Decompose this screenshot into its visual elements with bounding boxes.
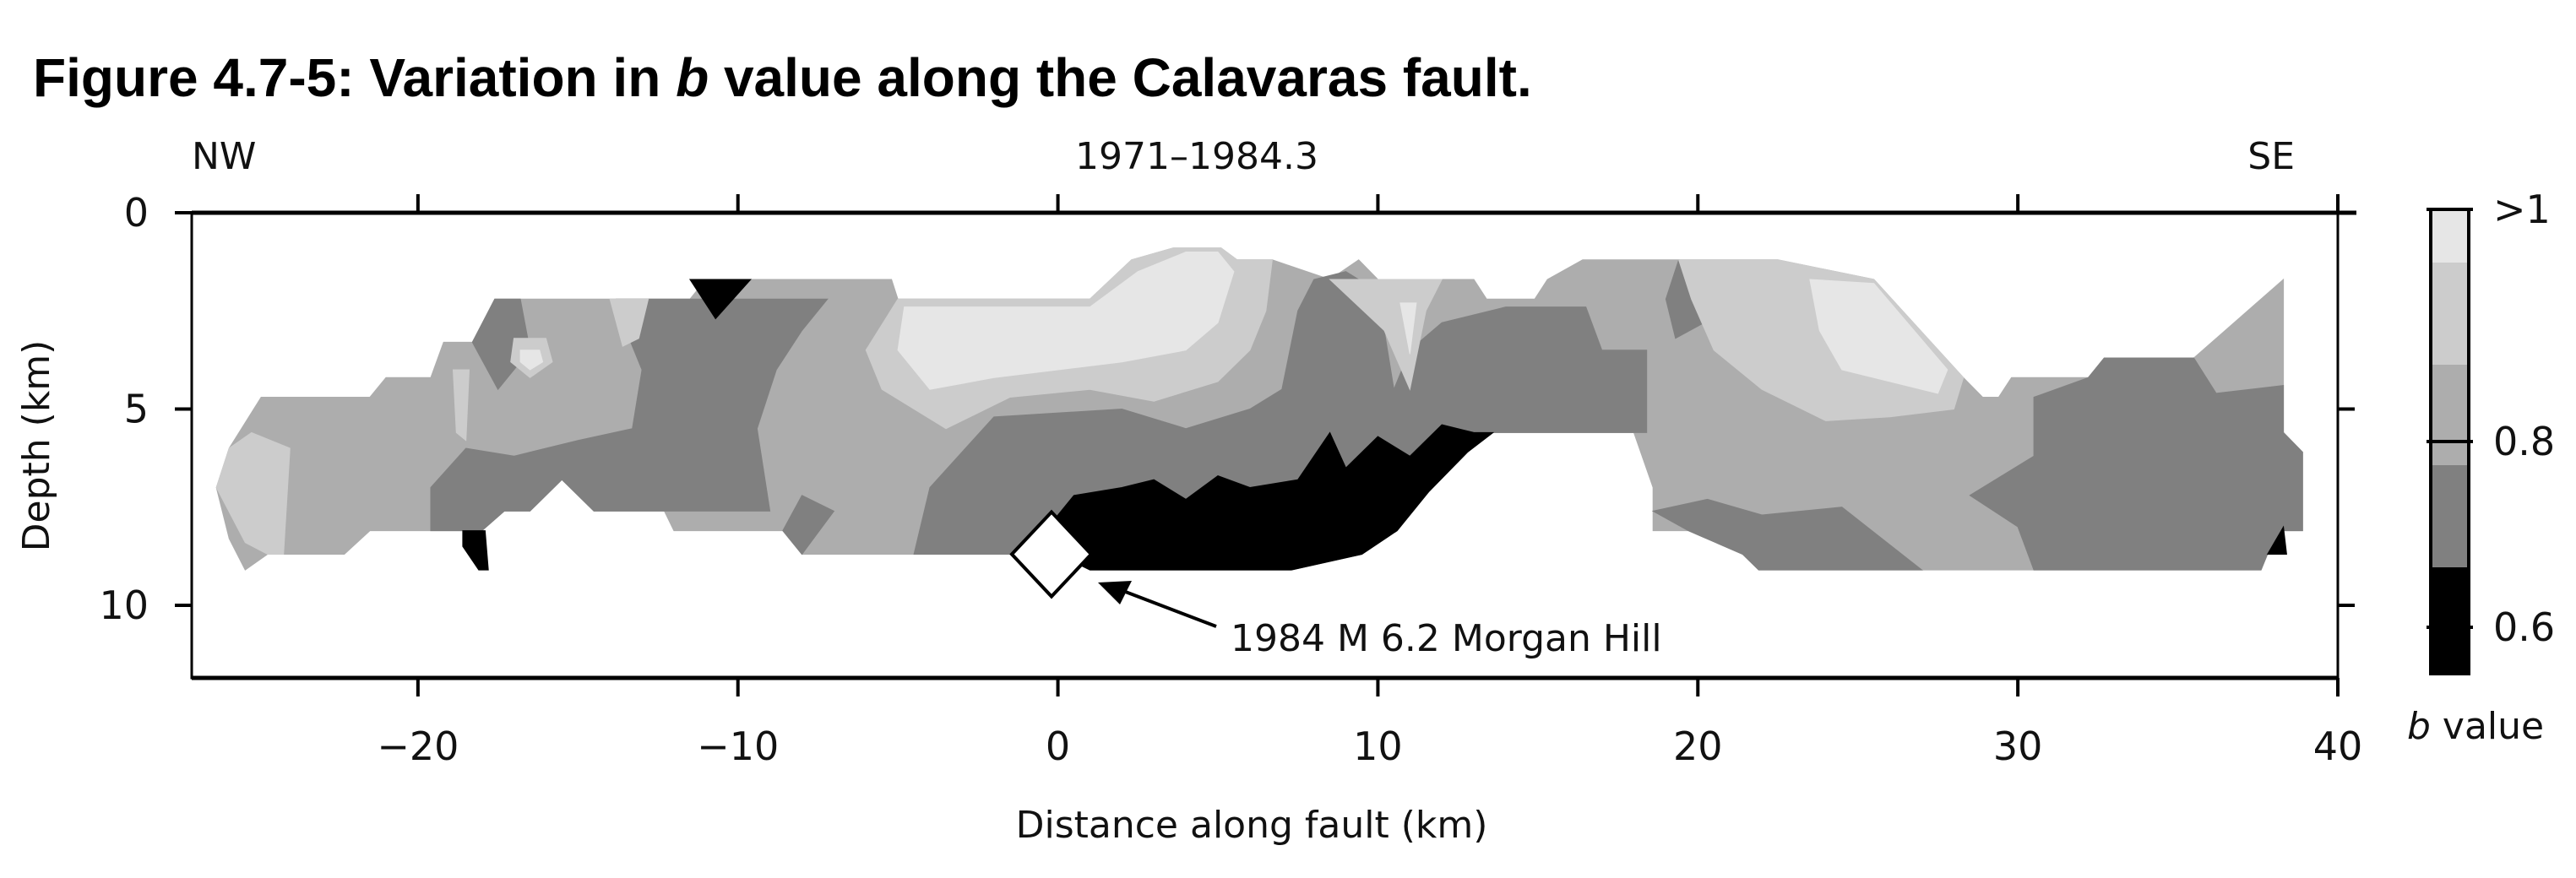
colorbar-swatch	[2431, 365, 2469, 465]
events: 1984 M 6.2 Morgan Hill	[1009, 509, 1662, 660]
contour-region	[1969, 357, 2303, 571]
x-tick-label: 10	[1353, 724, 1403, 769]
colorbar: >1 0.8 0.6	[2427, 187, 2555, 675]
event-label: 1984 M 6.2 Morgan Hill	[1231, 617, 1662, 660]
x-tick-label: 30	[1993, 724, 2043, 769]
x-tick-label: −10	[697, 724, 779, 769]
axes	[175, 194, 2356, 696]
colorbar-tick-label: >1	[2493, 187, 2551, 232]
x-tick-label: 0	[1046, 724, 1070, 769]
contour-region	[1399, 302, 1417, 355]
x-tick-label: 20	[1673, 724, 1723, 769]
contour-region	[471, 298, 531, 391]
colorbar-swatch	[2431, 465, 2469, 567]
y-tick-label: 0	[124, 190, 149, 236]
colorbar-label: b value	[2407, 705, 2544, 748]
annotation-arrow-line	[1122, 589, 1217, 628]
contour-region	[1809, 279, 1948, 394]
y-tick-label: 5	[124, 386, 149, 431]
figure-title: Figure 4.7-5: Variation in b value along…	[33, 47, 1532, 108]
colorbar-swatch	[2431, 567, 2469, 674]
y-tick-labels: 0 5 10	[99, 190, 149, 628]
x-tick-label: −20	[377, 724, 459, 769]
direction-label-nw: NW	[192, 135, 256, 178]
epicenter-diamond-marker	[1009, 509, 1094, 599]
colorbar-swatch	[2431, 263, 2469, 365]
y-axis-label: Depth (km)	[15, 340, 58, 552]
contour-region	[688, 279, 753, 320]
contour-region	[430, 298, 829, 532]
time-period-label: 1971–1984.3	[1075, 135, 1318, 178]
y-tick-label: 10	[99, 583, 149, 628]
contour-region	[782, 495, 835, 556]
x-axis-label: Distance along fault (km)	[1016, 804, 1488, 847]
contour-region	[215, 431, 291, 555]
colorbar-swatch	[2431, 209, 2469, 263]
x-tick-label: 40	[2313, 724, 2363, 769]
colorbar-tick-label: 0.6	[2493, 604, 2555, 650]
contour-regions	[215, 247, 2303, 571]
contour-region	[2266, 525, 2287, 555]
x-tick-labels: −20 −10 0 10 20 30 40	[377, 724, 2362, 769]
contour-region	[609, 298, 649, 347]
contour-region	[1651, 498, 1923, 571]
direction-label-se: SE	[2247, 135, 2295, 178]
contour-region	[462, 530, 489, 571]
contour-region	[897, 252, 1235, 390]
contour-region	[519, 350, 544, 371]
annotation-arrowhead	[1098, 581, 1132, 604]
contour-region	[1047, 424, 1495, 571]
colorbar-tick-label: 0.8	[2493, 419, 2555, 464]
contour-region	[452, 369, 470, 442]
